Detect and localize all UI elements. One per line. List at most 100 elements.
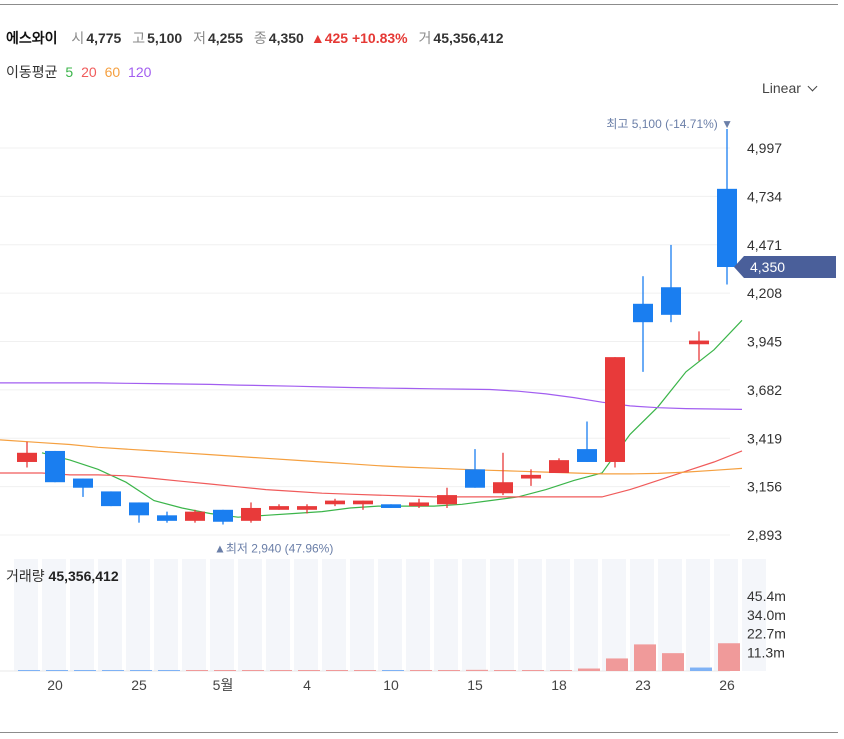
ma-20-line <box>0 450 743 498</box>
candle-body <box>297 506 317 510</box>
candle <box>297 504 317 514</box>
bottom-border <box>0 732 838 733</box>
candle-body <box>633 303 653 323</box>
volume-caption-label: 거래량 <box>6 568 45 584</box>
price-tick-label: 4,471 <box>747 237 782 253</box>
volume-column-bg <box>70 559 94 671</box>
volume-column-bg <box>238 559 262 671</box>
candle <box>577 421 597 462</box>
candle-body <box>45 450 65 483</box>
volume-bar <box>46 670 68 671</box>
candle <box>381 504 401 508</box>
x-tick-label: 25 <box>131 677 147 693</box>
volume-bar <box>270 670 292 671</box>
volume-bar <box>242 670 264 671</box>
volume-column-bg <box>14 559 38 671</box>
change-percent: +10.83% <box>351 30 408 46</box>
price-tick-label: 3,419 <box>747 430 782 446</box>
candle <box>325 498 345 507</box>
volume-bar <box>410 670 432 671</box>
volume-column-bg <box>210 559 234 671</box>
volume-bar <box>354 670 376 671</box>
volume-bar <box>186 670 208 671</box>
price-tick-label: 3,156 <box>747 479 782 495</box>
candle <box>241 502 261 523</box>
ma-legend-20: 20 <box>81 64 97 80</box>
scale-dropdown[interactable]: Linear <box>762 80 818 96</box>
ma-legend-60: 60 <box>104 64 121 80</box>
x-tick-label: 15 <box>467 677 483 693</box>
volume-bar <box>74 670 96 671</box>
candle <box>661 244 681 323</box>
moving-average-legend: 이동평균 5 20 60 120 <box>6 62 155 82</box>
candle <box>521 469 541 486</box>
volume-column-bg <box>406 559 430 671</box>
low-annotation: ▲최저 2,940 (47.96%) <box>214 541 333 555</box>
volume-column-bg <box>98 559 122 671</box>
volume-caption-value: 45,356,412 <box>48 568 119 584</box>
volume-bar <box>18 670 40 671</box>
volume-bar <box>326 670 348 671</box>
x-tick-label: 26 <box>719 677 735 693</box>
candle <box>717 129 737 285</box>
price-tick-label: 4,208 <box>747 285 782 301</box>
volume-column-bg <box>686 559 710 671</box>
candle-body <box>605 357 625 462</box>
volume-caption: 거래량 45,356,412 <box>6 566 119 586</box>
volume-column-bg <box>294 559 318 671</box>
candle-body <box>437 495 457 505</box>
candle <box>465 449 485 488</box>
ma-legend-5: 5 <box>65 64 74 80</box>
volume-bar <box>298 670 320 671</box>
candle <box>269 504 289 510</box>
volume-bar <box>466 669 488 671</box>
candle-body <box>521 474 541 479</box>
price-summary: 에스와이 시 4,775 고 5,100 저 4,255 종 4,350 ▲425 +10… <box>6 28 510 48</box>
volume-bar <box>158 670 180 671</box>
volume-column-bg <box>546 559 570 671</box>
candle-body <box>17 452 37 462</box>
candle <box>437 487 457 508</box>
candle-body <box>157 515 177 521</box>
volume-bar <box>690 667 712 671</box>
volume-column-bg <box>42 559 66 671</box>
volume-label: 거 <box>418 30 432 46</box>
candle <box>493 452 513 496</box>
volume-bar <box>550 670 572 671</box>
candle-body <box>241 507 261 521</box>
x-tick-label: 20 <box>47 677 63 693</box>
volume-bar <box>718 643 740 671</box>
volume-bar <box>382 670 404 671</box>
candle-body <box>185 511 205 521</box>
price-tick-label: 3,945 <box>747 334 782 350</box>
top-border <box>0 4 838 5</box>
low-label: 저 <box>193 30 206 46</box>
price-tick-label: 2,893 <box>747 527 782 543</box>
candle-body <box>129 502 149 516</box>
high-annotation: 최고 5,100 (-14.71%) ▼ <box>606 117 733 131</box>
low-value: 4,255 <box>207 30 244 46</box>
high-label: 고 <box>132 30 146 46</box>
volume-bar <box>578 668 600 671</box>
candle <box>185 509 205 523</box>
volume-column-bg <box>182 559 206 671</box>
volume-column-bg <box>322 559 346 671</box>
volume-value: 45,356,412 <box>433 30 504 46</box>
candle-body <box>549 460 569 474</box>
candle-body <box>73 478 93 488</box>
volume-column-bg <box>378 559 402 671</box>
candle <box>549 458 569 474</box>
ma-legend-title: 이동평균 <box>6 64 58 80</box>
price-tick-label: 3,682 <box>747 382 782 398</box>
x-tick-label: 5월 <box>213 677 234 693</box>
candle <box>73 478 93 497</box>
volume-column-bg <box>602 559 626 671</box>
candle-body <box>325 500 345 505</box>
candle-body <box>409 502 429 507</box>
candle-body <box>493 482 513 494</box>
close-label: 종 <box>253 30 267 46</box>
volume-column-bg <box>126 559 150 671</box>
candle-body <box>269 506 289 510</box>
candle <box>605 357 625 468</box>
